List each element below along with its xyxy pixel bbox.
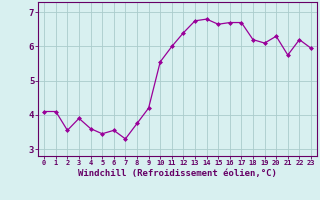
X-axis label: Windchill (Refroidissement éolien,°C): Windchill (Refroidissement éolien,°C) [78,169,277,178]
